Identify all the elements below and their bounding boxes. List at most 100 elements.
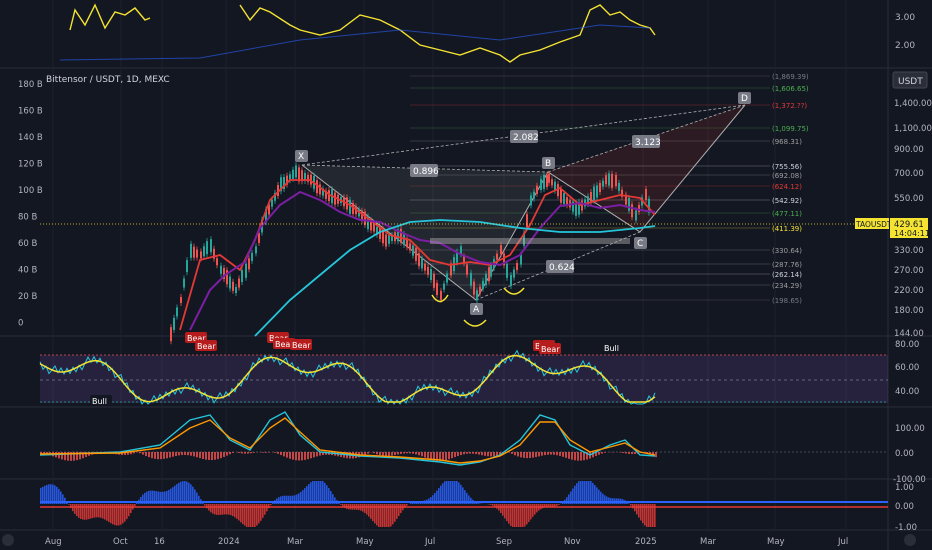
candle-body	[232, 281, 234, 291]
macd-bar	[562, 452, 564, 457]
osc-bar	[260, 504, 262, 521]
osc-bar	[224, 504, 226, 515]
candle-body	[615, 175, 617, 186]
osc-bar	[256, 504, 258, 526]
osc-bar	[380, 504, 382, 527]
right-tick-9: 180.00	[894, 306, 924, 316]
point-a: A	[473, 305, 480, 315]
osc-bar	[596, 487, 598, 504]
macd-bar	[175, 452, 177, 456]
osc-bar	[202, 502, 204, 504]
macd-bar	[298, 452, 300, 461]
osc-bar	[222, 504, 224, 515]
osc-bar	[94, 504, 96, 518]
osc-bar	[306, 486, 308, 504]
macd-tick-1: 0.00	[895, 449, 914, 459]
macd-bar	[538, 452, 540, 457]
macd-bar	[166, 452, 168, 459]
osc-bar	[522, 504, 524, 527]
candle-body	[433, 273, 435, 288]
candle-body	[618, 182, 620, 191]
candle-body	[516, 263, 518, 271]
rsi-tick-2: 40.00	[895, 387, 919, 397]
osc-bar	[544, 504, 546, 508]
osc-bar	[390, 504, 392, 527]
osc-bar	[570, 491, 572, 504]
candle-body	[200, 251, 202, 259]
osc-bar	[372, 504, 374, 522]
osc-bar	[228, 504, 230, 515]
right-tick-2: 900.00	[894, 145, 924, 155]
candle-body	[436, 282, 438, 295]
osc-bar	[272, 502, 274, 504]
candle-body	[590, 192, 592, 203]
osc-bar	[476, 502, 478, 504]
osc-bar	[112, 504, 114, 525]
macd-bar	[316, 452, 318, 457]
left-tick-0: 180 B	[18, 80, 43, 90]
candle-body	[546, 174, 548, 187]
x-tick-10: Mar	[700, 537, 717, 547]
osc-bar	[654, 504, 656, 527]
osc-bar	[190, 484, 192, 504]
bottom-arc-1	[431, 294, 449, 303]
osc-bar	[392, 504, 394, 525]
macd-bar	[283, 452, 285, 457]
fib-level-0: (1,869.39)	[772, 73, 809, 81]
macd-bar	[67, 452, 69, 461]
candle-body	[361, 210, 363, 221]
candle-body	[602, 180, 604, 187]
osc-bar	[102, 504, 104, 519]
top-tick-0: 3.00	[895, 13, 915, 23]
macd-bar	[601, 452, 603, 454]
osc-bar	[648, 504, 650, 527]
osc-bar	[492, 504, 494, 506]
osc-bar	[576, 483, 578, 504]
candle-body	[496, 253, 498, 260]
osc-bar	[162, 491, 164, 504]
candle-body	[560, 188, 562, 203]
osc-bar	[650, 504, 652, 527]
osc-bar	[198, 495, 200, 504]
macd-bar	[448, 452, 450, 460]
macd-bar	[436, 452, 438, 461]
settings-icon[interactable]	[2, 534, 14, 546]
macd-bar	[187, 452, 189, 456]
candle-body	[635, 210, 637, 221]
osc-bar	[194, 489, 196, 504]
osc-bar	[328, 488, 330, 504]
osc-panel: 1.00 0.00 -1.00	[40, 481, 917, 533]
left-tick-3: 120 B	[18, 160, 43, 170]
osc-bar	[48, 484, 50, 504]
osc-bar	[182, 481, 184, 504]
rsi-tick-0: 80.00	[895, 340, 919, 350]
osc-bar	[70, 504, 72, 509]
osc-bar	[646, 504, 648, 527]
macd-bar	[580, 452, 582, 461]
currency-button[interactable]: USDT	[898, 77, 923, 87]
bottom-arc-2	[463, 319, 487, 327]
candle-body	[485, 274, 487, 285]
macd-bar	[517, 452, 519, 457]
osc-bar	[600, 491, 602, 504]
osc-bar	[490, 504, 492, 505]
candle-body	[530, 195, 532, 206]
candle-body	[648, 198, 650, 213]
candle-body	[316, 180, 318, 194]
left-tick-6: 60 B	[18, 239, 38, 249]
osc-bar	[238, 504, 240, 521]
macd-bar	[64, 452, 66, 461]
osc-bar	[506, 504, 508, 522]
osc-bar	[92, 504, 94, 518]
macd-bar	[361, 452, 363, 457]
osc-bar	[230, 504, 232, 516]
candle-body	[578, 201, 580, 215]
osc-bar	[118, 504, 120, 526]
macd-bar	[169, 452, 171, 458]
osc-bar	[164, 491, 166, 504]
auto-scale-icon[interactable]	[904, 534, 916, 546]
candle-body	[418, 253, 420, 267]
macd-bar	[595, 452, 597, 457]
macd-bar	[280, 452, 282, 456]
macd-bar	[226, 452, 228, 456]
